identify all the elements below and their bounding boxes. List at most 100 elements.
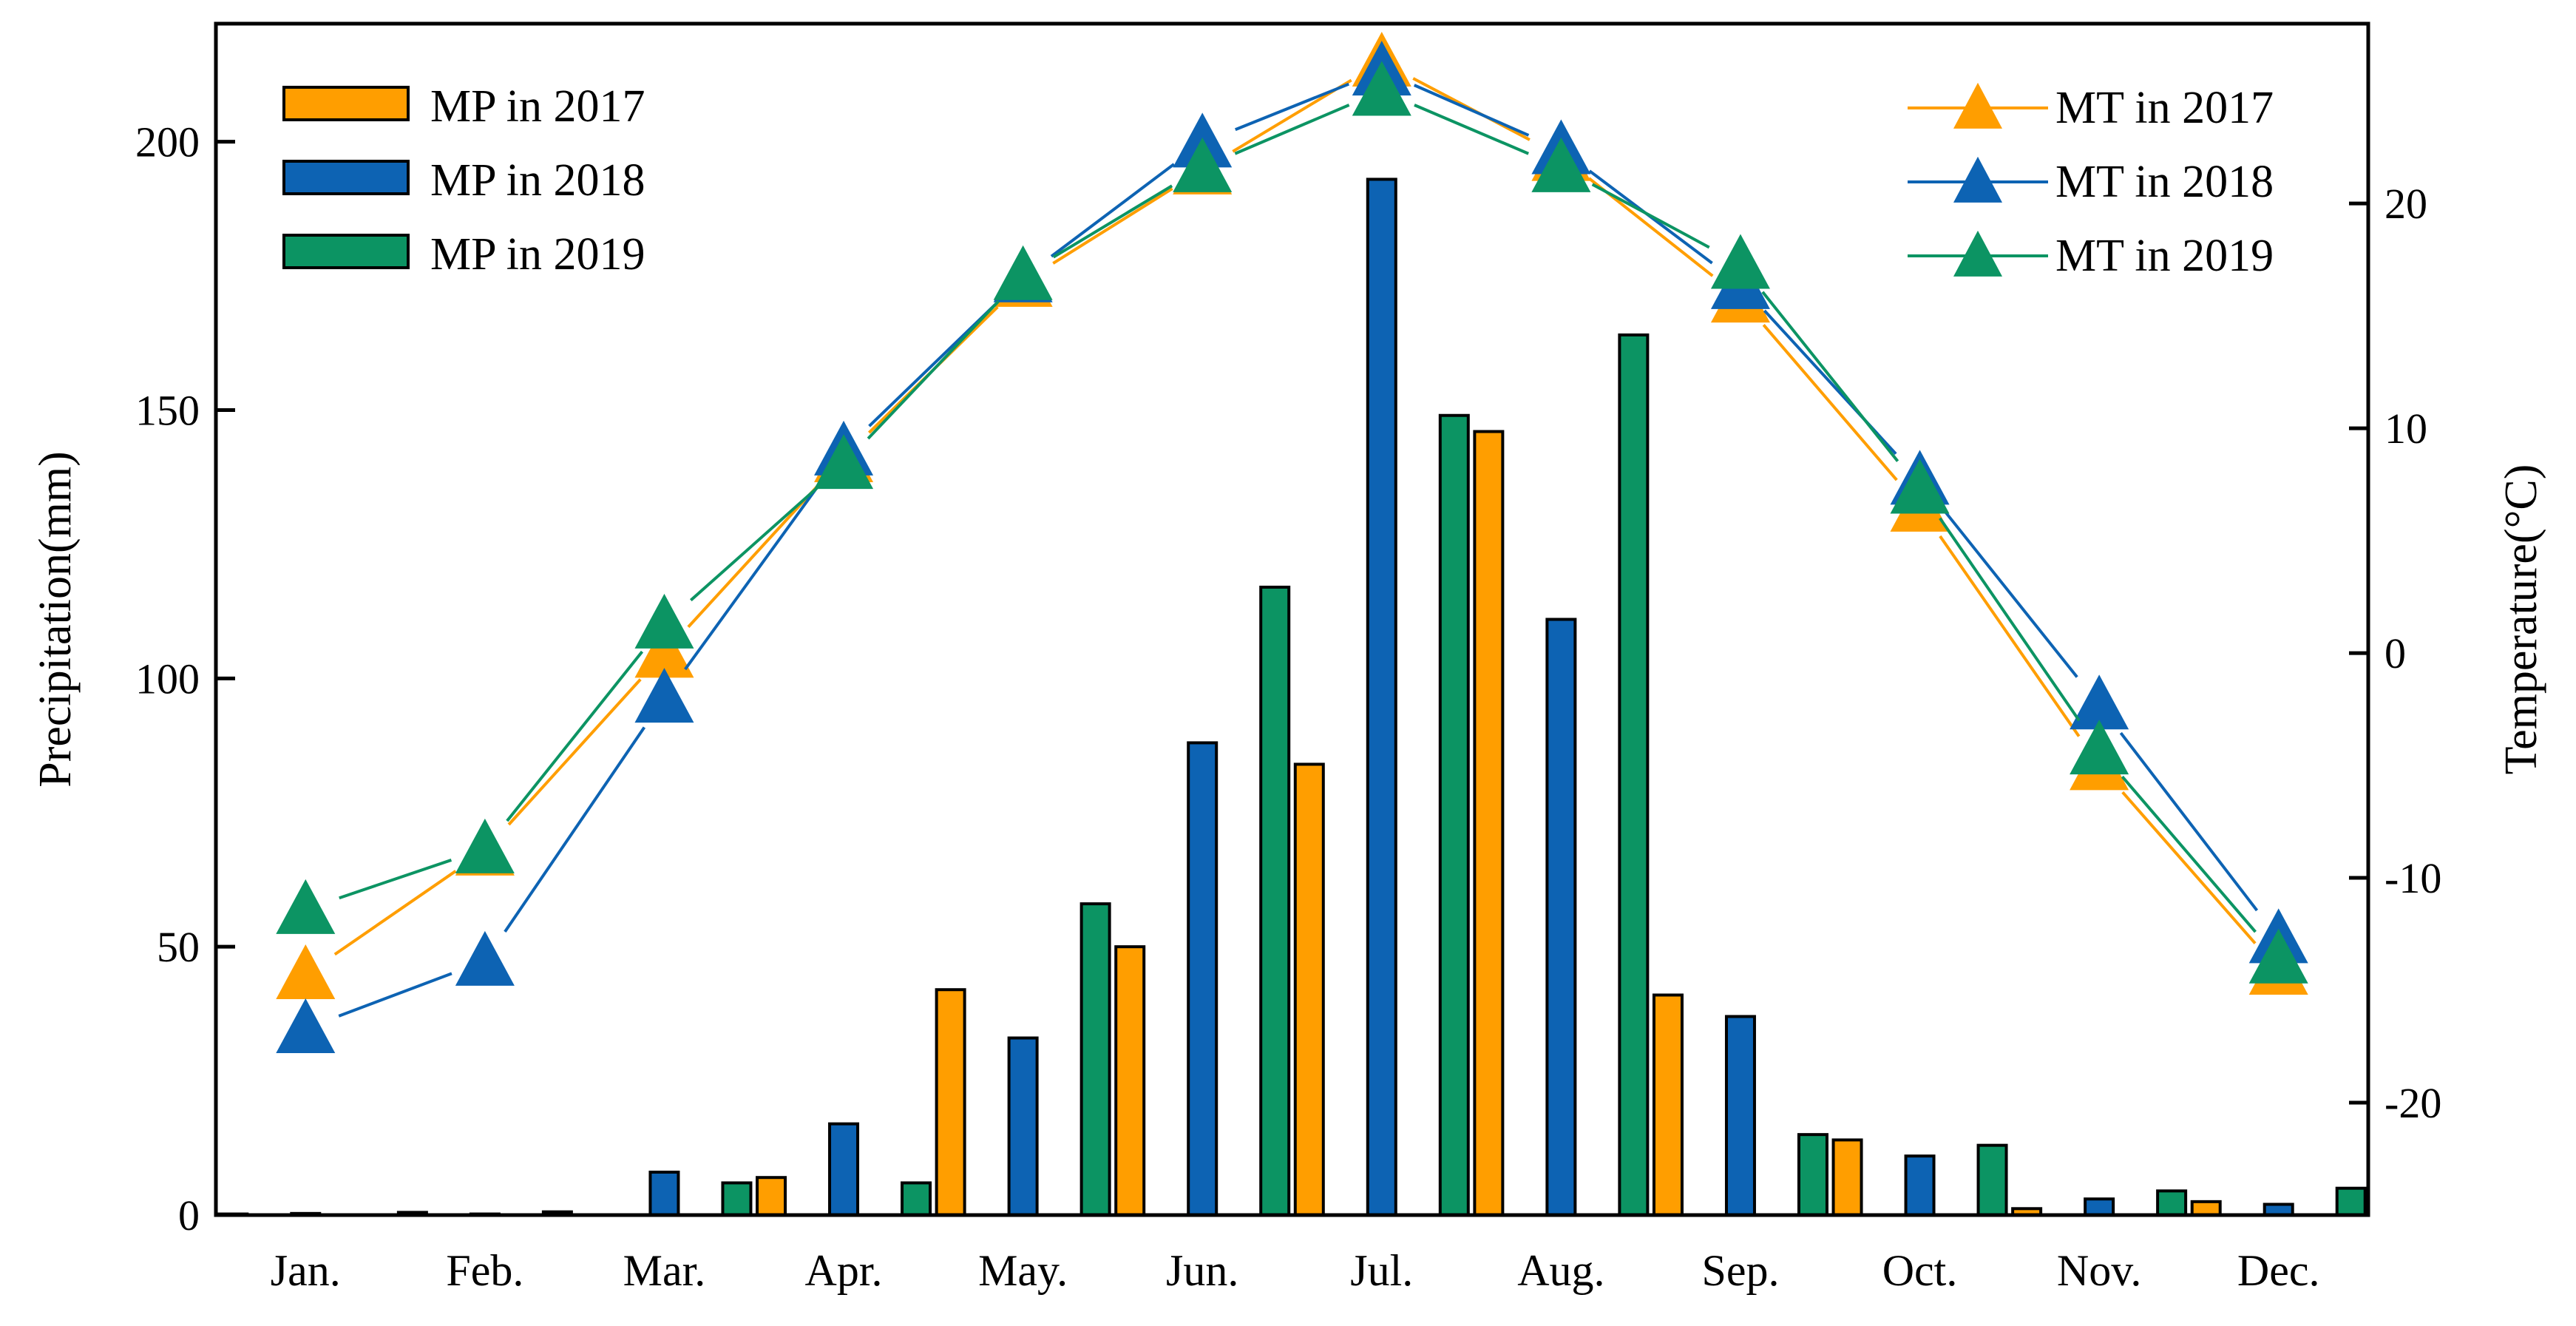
bar-mp-in-2017-dec	[2190, 1200, 2222, 1217]
bar-mp-in-2017-aug	[1473, 430, 1505, 1217]
legend-label-mp-in-2018: MP in 2018	[430, 155, 645, 206]
marker-mt-in-2019-oct	[1890, 459, 1950, 514]
legend-label-mt-in-2017: MT in 2017	[2055, 83, 2274, 133]
plot-frame	[214, 21, 2370, 1217]
x-label-dec: Dec.	[2237, 1246, 2320, 1295]
marker-mt-in-2017-jan	[276, 944, 336, 1000]
line-segment-mt-in-2017-10	[2121, 791, 2257, 944]
tick-label-right-0: 0	[2385, 629, 2406, 677]
marker-mt-in-2019-jul	[1352, 61, 1411, 116]
legend-label-mp-in-2019: MP in 2019	[430, 229, 645, 280]
marker-mt-in-2019-may	[993, 245, 1053, 300]
bar-mp-in-2019-may	[1079, 902, 1111, 1217]
marker-mt-in-2018-feb	[455, 930, 515, 986]
marker-mt-in-2019-dec	[2248, 928, 2308, 984]
line-segment-mt-in-2017-4	[1052, 187, 1173, 265]
line-segment-mt-in-2018-2	[684, 478, 824, 671]
bar-mp-in-2018-may	[1007, 1036, 1039, 1217]
tick-label-left-200: 200	[135, 118, 200, 166]
line-segment-mt-in-2018-10	[2119, 731, 2259, 912]
line-segment-mt-in-2018-1	[504, 726, 646, 933]
bar-mp-in-2018-oct	[1904, 1154, 1936, 1217]
bar-mp-in-2017-may	[935, 988, 966, 1217]
x-label-aug: Aug.	[1517, 1246, 1604, 1295]
marker-mt-in-2018-mar	[634, 668, 694, 723]
line-segment-mt-in-2017-9	[1939, 535, 2081, 737]
bar-mp-in-2019-apr	[901, 1181, 932, 1217]
y-axis-title-left: Precipitation(mm)	[30, 451, 81, 788]
bar-mp-in-2018-jul	[1366, 177, 1397, 1217]
bars-group	[217, 177, 2367, 1217]
bar-mp-in-2018-nov	[2084, 1197, 2115, 1217]
line-segment-mt-in-2019-10	[2121, 775, 2257, 933]
legend-label-mp-in-2017: MP in 2017	[430, 81, 645, 132]
x-label-apr: Apr.	[805, 1246, 883, 1295]
x-label-oct: Oct.	[1882, 1246, 1958, 1295]
marker-mt-in-2019-aug	[1531, 137, 1591, 192]
legend-swatch-mp-in-2017	[282, 86, 410, 121]
line-segment-mt-in-2017-2	[687, 482, 821, 629]
x-label-sep: Sep.	[1701, 1246, 1779, 1295]
bar-mp-in-2017-apr	[756, 1176, 787, 1217]
marker-mt-in-2018-nov	[2070, 674, 2129, 730]
line-segment-mt-in-2018-5	[1235, 82, 1349, 132]
marker-mt-in-2019-jan	[276, 879, 336, 934]
tick-label-right-20: 20	[2385, 180, 2427, 228]
marker-mt-in-2017-mar	[634, 623, 694, 678]
line-segment-mt-in-2019-3	[867, 300, 1000, 440]
legend-label-mt-in-2018: MT in 2018	[2055, 157, 2274, 207]
bar-mp-in-2019-mar	[721, 1181, 753, 1217]
tick-label-left-0: 0	[178, 1191, 200, 1239]
tick-label-right--20: -20	[2385, 1079, 2441, 1127]
bar-mp-in-2017-oct	[1831, 1138, 1863, 1217]
bar-mp-in-2019-sep	[1797, 1133, 1828, 1217]
bar-mp-in-2019-aug	[1618, 333, 1650, 1217]
tick-label-right-10: 10	[2385, 405, 2427, 453]
axes-group: 0 50 100 150 200 -20 -10 0 10 20 Jan. Feb. Mar. Apr. M…	[30, 21, 2546, 1295]
legend-label-mt-in-2019: MT in 2019	[2055, 231, 2274, 281]
x-label-nov: Nov.	[2057, 1246, 2141, 1295]
bar-mp-in-2018-mar	[648, 1170, 680, 1217]
bar-mp-in-2019-dec	[2335, 1186, 2367, 1217]
line-segment-mt-in-2019-1	[506, 650, 644, 822]
lines-group	[276, 31, 2308, 1054]
bar-mp-in-2017-jul	[1293, 762, 1325, 1217]
bar-mp-in-2019-jul	[1438, 413, 1470, 1217]
legend-swatch-mp-in-2018	[282, 160, 410, 195]
marker-mt-in-2019-nov	[2070, 720, 2129, 775]
line-segment-mt-in-2019-6	[1414, 104, 1529, 155]
line-segment-mt-in-2019-7	[1591, 183, 1710, 249]
legend-group: MP in 2017 MP in 2018 MP in 2019 MT in 2017…	[282, 81, 2274, 281]
legend-marker-mt-in-2019	[1953, 230, 2002, 277]
y-axis-title-right: Temperature(°C)	[2496, 464, 2546, 775]
bar-mp-in-2018-apr	[828, 1122, 860, 1217]
line-segment-mt-in-2019-9	[1939, 517, 2081, 722]
x-label-jul: Jul.	[1350, 1246, 1413, 1295]
bar-mp-in-2018-jun	[1187, 741, 1218, 1217]
line-segment-mt-in-2018-9	[1940, 507, 2078, 678]
marker-mt-in-2019-feb	[455, 818, 515, 873]
bar-mp-in-2019-jun	[1259, 585, 1291, 1217]
marker-mt-in-2019-sep	[1710, 234, 1770, 289]
line-segment-mt-in-2018-0	[338, 972, 453, 1018]
line-segment-mt-in-2018-6	[1413, 84, 1530, 137]
bar-mp-in-2019-nov	[2156, 1189, 2188, 1217]
bar-mp-in-2018-sep	[1724, 1015, 1756, 1217]
marker-mt-in-2019-jun	[1173, 137, 1233, 192]
line-segment-mt-in-2017-8	[1762, 323, 1898, 481]
bar-mp-in-2017-jun	[1114, 945, 1146, 1217]
tick-label-right--10: -10	[2385, 854, 2441, 902]
line-segment-mt-in-2019-8	[1761, 291, 1899, 462]
x-label-mar: Mar.	[623, 1246, 706, 1295]
x-label-may: May.	[978, 1246, 1068, 1295]
legend-marker-mt-in-2018	[1953, 156, 2002, 203]
marker-mt-in-2019-mar	[634, 593, 694, 649]
line-segment-mt-in-2019-0	[339, 859, 453, 900]
x-label-jan: Jan.	[271, 1246, 341, 1295]
tick-label-left-150: 150	[135, 386, 200, 434]
tick-label-left-50: 50	[157, 923, 200, 971]
marker-mt-in-2019-apr	[814, 434, 874, 490]
x-label-feb: Feb.	[446, 1246, 523, 1295]
